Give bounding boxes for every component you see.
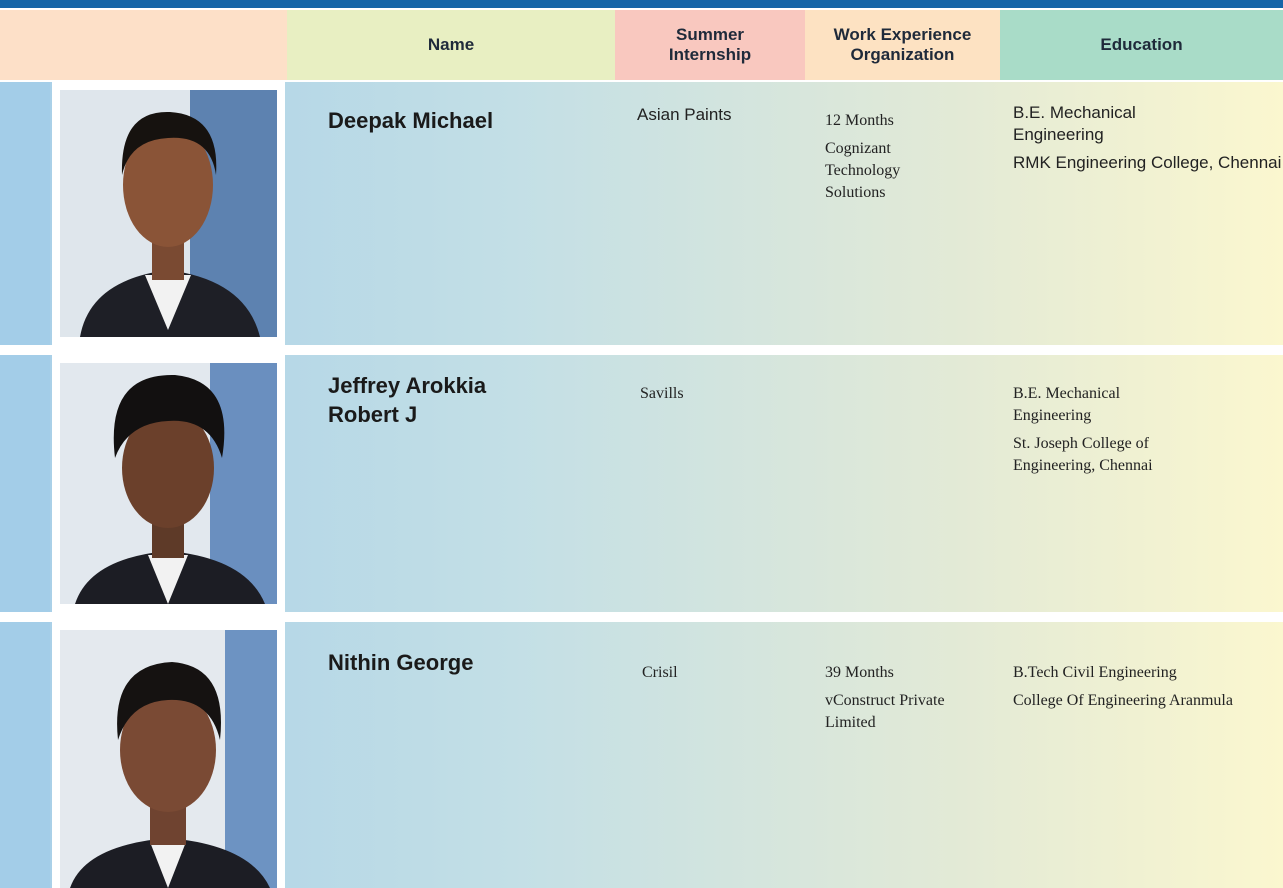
- student-name: Jeffrey Arokkia Robert J: [328, 373, 487, 427]
- education-item: College Of Engineering Aranmula: [1013, 692, 1233, 709]
- education-item: B.E. Mechanical Engineering: [1013, 385, 1121, 424]
- internship: Savills: [640, 385, 684, 402]
- header-cell: Work Experience Organization: [805, 10, 1000, 80]
- header-cell: Education: [1000, 10, 1283, 80]
- education-item: B.E. Mechanical Engineering: [1013, 103, 1136, 144]
- experience-item: vConstruct Private Limited: [825, 692, 945, 731]
- experience: 12 Months Cognizant Technology Solutions: [825, 110, 950, 210]
- photo: [60, 363, 277, 604]
- row: Jeffrey Arokkia Robert J Savills B.E. Me…: [0, 355, 1283, 612]
- education: B.Tech Civil Engineering College Of Engi…: [1013, 662, 1273, 718]
- row: Deepak Michael Asian Paints 12 Months Co…: [0, 82, 1283, 345]
- header-cell: Summer Internship: [615, 10, 805, 80]
- education: B.E. Mechanical Engineering RMK Engineer…: [1013, 102, 1283, 180]
- top-bar: [0, 0, 1283, 8]
- experience-item: 39 Months: [825, 664, 894, 681]
- photo: [60, 90, 277, 337]
- header-blank: [0, 10, 287, 80]
- education: B.E. Mechanical Engineering St. Joseph C…: [1013, 383, 1233, 483]
- experience-item: 12 Months: [825, 112, 894, 129]
- row-strip: [0, 355, 50, 612]
- header-cell: Name: [287, 10, 615, 80]
- internship: Crisil: [642, 664, 678, 681]
- education-item: B.Tech Civil Engineering: [1013, 664, 1177, 681]
- student-name: Nithin George: [328, 650, 474, 675]
- education-item: St. Joseph College of Engineering, Chenn…: [1013, 435, 1153, 474]
- row-strip: [0, 82, 50, 345]
- experience: 39 Months vConstruct Private Limited: [825, 662, 975, 740]
- experience-item: Cognizant Technology Solutions: [825, 140, 901, 201]
- internship: Asian Paints: [637, 105, 732, 124]
- row-strip: [0, 622, 50, 888]
- student-name: Deepak Michael: [328, 108, 494, 133]
- education-item: RMK Engineering College, Chennai: [1013, 153, 1282, 172]
- photo: [60, 630, 277, 888]
- row: Nithin George Crisil 39 Months vConstruc…: [0, 622, 1283, 888]
